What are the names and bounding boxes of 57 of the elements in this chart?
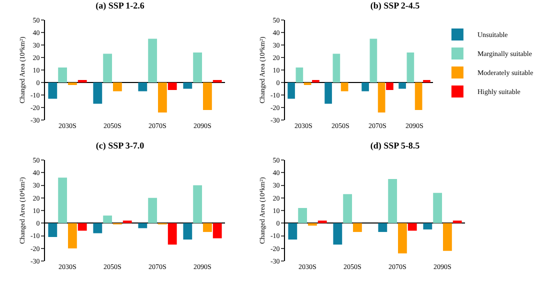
bar: [58, 178, 68, 224]
bar: [443, 223, 452, 251]
bar: [193, 52, 202, 82]
chart-title: (d) SSP 5-8.5: [370, 140, 420, 150]
bar: [183, 82, 192, 89]
bar: [333, 223, 342, 245]
bar: [113, 82, 122, 92]
bar: [332, 54, 340, 82]
bar: [138, 82, 148, 92]
bar: [93, 223, 102, 234]
bar: [433, 192, 442, 224]
bar: [78, 223, 87, 231]
chart-title: (a) SSP 1-2.6: [96, 0, 145, 10]
bar: [288, 82, 295, 99]
bar: [406, 52, 414, 82]
bar: [138, 223, 148, 228]
bar: [378, 223, 388, 232]
bar: [58, 68, 68, 82]
bar: [340, 82, 348, 92]
bar: [452, 220, 462, 224]
bar: [158, 82, 167, 112]
bar: [212, 223, 222, 238]
bar: [168, 82, 177, 90]
bar: [288, 223, 298, 240]
chart-title: (c) SSP 3-7.0: [96, 140, 145, 150]
bar: [203, 82, 212, 110]
bar: [343, 194, 352, 224]
bar: [398, 223, 407, 254]
bar: [388, 178, 398, 224]
bar: [203, 223, 212, 232]
bar: [48, 223, 58, 238]
bar: [296, 68, 304, 82]
bar: [103, 216, 112, 224]
bar: [308, 223, 317, 226]
bar: [298, 208, 308, 224]
bar: [168, 223, 177, 245]
bar: [318, 220, 327, 224]
bar: [386, 82, 394, 90]
bar: [103, 54, 112, 82]
bar: [423, 223, 432, 230]
bar: [362, 82, 369, 92]
bar: [193, 185, 202, 224]
bar: [398, 82, 406, 89]
bar: [148, 38, 158, 82]
bar: [408, 223, 417, 231]
bar: [353, 223, 362, 232]
bar: [183, 223, 192, 240]
bar: [48, 82, 58, 99]
bar: [122, 220, 132, 224]
chart-title: (b) SSP 2-4.5: [370, 0, 420, 10]
bar: [93, 82, 102, 104]
bar: [324, 82, 332, 104]
bar: [378, 82, 386, 112]
bar: [148, 198, 158, 224]
bar: [68, 223, 77, 248]
bar: [370, 38, 378, 82]
bar: [414, 82, 422, 110]
